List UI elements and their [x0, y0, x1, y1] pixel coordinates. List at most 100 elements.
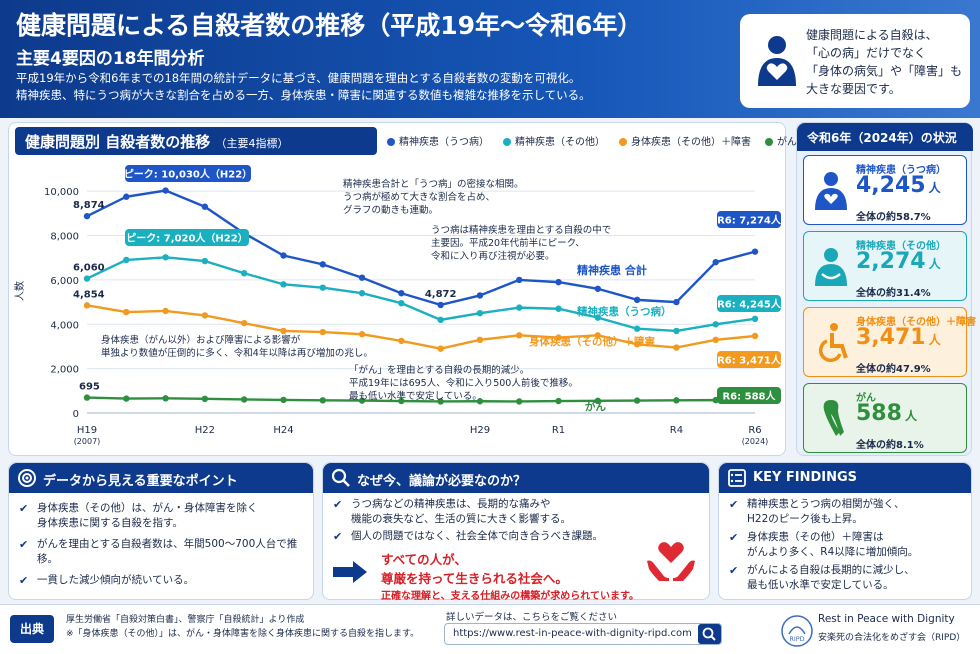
point-text: 身体疾患（その他）は、がん・身体障害を除く	[37, 502, 258, 514]
data-point	[476, 398, 484, 405]
stat-value: 3,471 人	[856, 325, 941, 350]
note-depression-line: 主要因。平成20年代前半にピーク、	[431, 237, 585, 249]
url-link[interactable]: https://www.rest-in-peace-with-dignity-r…	[444, 623, 722, 645]
stat-number: 2,274	[856, 249, 926, 274]
min-value-total: 4,872	[425, 289, 457, 300]
series-label-total: 精神疾患 合計	[577, 263, 647, 277]
chart-title-note: （主要4指標）	[215, 137, 289, 150]
data-point	[358, 397, 366, 404]
data-point	[555, 397, 562, 405]
data-point	[83, 302, 91, 309]
stat-label: がん	[856, 393, 876, 404]
data-point	[240, 270, 248, 277]
source-text: 厚生労働省「自殺対策白書」、警察庁「自殺統計」より作成 ※「身体疾患（その他）」…	[66, 613, 419, 641]
stat-unit: 人	[928, 181, 941, 195]
note-depression-line: 令和に入り再び注視が必要。	[431, 250, 555, 262]
data-point	[437, 398, 444, 405]
data-point	[201, 395, 209, 403]
stat-value: 588 人	[856, 401, 917, 426]
data-point	[516, 304, 523, 311]
y-tick-label: 4,000	[50, 320, 79, 331]
points-panel: データから見える重要なポイント 身体疾患（その他）は、がん・身体障害を除く身体疾…	[8, 462, 314, 600]
series-line	[86, 189, 756, 307]
person-heart-icon	[815, 172, 847, 210]
data-point	[594, 397, 602, 404]
x-tick-label: H22	[195, 425, 215, 436]
y-tick-label: 0	[73, 409, 79, 420]
x-tick-label: R6	[748, 425, 761, 436]
x-tick-sublabel: (2007)	[74, 437, 101, 446]
data-point	[751, 315, 759, 323]
data-point	[594, 314, 602, 321]
series-line	[86, 396, 756, 403]
stat-unit: 人	[928, 257, 941, 271]
stat-percentage: 全体の約58.7%	[856, 212, 931, 223]
checklist-icon	[728, 469, 746, 487]
target-icon	[18, 469, 36, 487]
x-tick-label: H24	[273, 425, 293, 436]
data-point	[712, 336, 719, 343]
start-value-cancer: 695	[79, 382, 100, 393]
stat-percentage: 全体の約47.9%	[856, 364, 931, 375]
data-point	[437, 301, 444, 309]
url-search-button[interactable]	[698, 624, 721, 644]
findings-list: 精神疾患とうつ病の相関が強く、 H22のピーク後も上昇。 身体疾患（その他）＋障害…	[729, 497, 918, 599]
note-body-line: 単独より数値が圧倒的に多く、令和4年以降は再び増加の兆し。	[101, 347, 373, 359]
x-tick-label: H19	[77, 425, 97, 436]
legend-label: がん	[777, 137, 797, 148]
status-panel: 令和6年（2024年）の状況 精神疾患（うつ病） 4,245 人全体の約58.7% 精…	[796, 122, 976, 456]
stat-number: 4,245	[856, 173, 926, 198]
finding-text: 精神疾患とうつ病の相関が強く、	[747, 498, 905, 510]
data-point	[319, 328, 326, 336]
start-value-body: 4,854	[73, 289, 105, 300]
stat-card: 身体疾患（その他）＋障害 3,471 人全体の約47.9%	[803, 307, 976, 377]
header-callout: 健康問題による自殺は、 「心の病」だけでなく 「身体の病気」や「障害」も 大きな…	[740, 14, 970, 108]
stat-value: 2,274 人	[856, 249, 941, 274]
hands-heart-icon	[647, 542, 695, 581]
legend-dot	[619, 138, 627, 146]
note-correlation-line: うつ病が極めて大きな割合を占め、	[343, 191, 495, 203]
y-tick-label: 10,000	[44, 187, 79, 198]
data-point	[673, 327, 680, 335]
data-point	[162, 395, 169, 402]
note-cancer-line: 最も低い水準で安定している。	[349, 390, 482, 402]
data-point	[712, 321, 719, 328]
data-point	[398, 397, 405, 405]
data-point	[162, 254, 169, 261]
series-line	[86, 256, 756, 333]
data-point	[83, 212, 91, 220]
data-point	[398, 290, 405, 297]
series-label-depression: 精神疾患（うつ病）	[577, 305, 672, 318]
source-line-2: ※「身体疾患（その他）」は、がん・身体障害を除く身体疾患に関する自殺を指します。	[66, 629, 420, 639]
person-icon	[815, 248, 847, 286]
data-point	[201, 257, 209, 265]
why-text: 個人の問題ではなく、社会全体で向き合うべき課題。	[351, 530, 603, 542]
stat-card: がん 588 人全体の約8.1%	[803, 383, 967, 453]
data-point	[123, 193, 130, 200]
peak-total-label-bg	[125, 165, 251, 182]
note-cancer-line: 「がん」を理由とする自殺の長期的減少。	[349, 364, 529, 376]
note-body-line: 身体疾患（がん以外）および障害による影響が	[101, 334, 301, 346]
data-point	[240, 319, 248, 327]
stat-percentage: 全体の約31.4%	[856, 288, 931, 299]
peak-total-label: ピーク: 10,030人（H22）	[124, 168, 252, 181]
arrow-right-icon	[333, 561, 367, 583]
data-point	[751, 332, 759, 340]
data-point	[280, 327, 287, 335]
data-point	[280, 396, 287, 404]
series-label-cancer: がん	[585, 400, 606, 413]
list-item: 個人の問題ではなく、社会全体で向き合うべき課題。	[333, 529, 603, 544]
ribbon-icon	[823, 400, 844, 436]
organization: RIPD Rest in Peace with Dignity 安楽死の合法化を…	[780, 613, 975, 649]
data-point	[633, 325, 641, 332]
points-panel-header: データから見える重要なポイント	[9, 463, 313, 493]
data-point	[319, 397, 326, 404]
page-title: 健康問題による自殺者数の推移（平成19年～令和6年）	[16, 11, 643, 40]
data-point	[594, 332, 602, 339]
magnifier-icon	[331, 468, 350, 487]
org-name: Rest in Peace with Dignity	[818, 613, 955, 625]
end-depression-label-bg	[717, 295, 781, 312]
data-point	[555, 334, 562, 341]
list-item: がんを理由とする自殺者数は、年間500～700人台で推移。	[19, 537, 313, 567]
legend-item: 身体疾患（その他）＋障害	[619, 137, 751, 148]
